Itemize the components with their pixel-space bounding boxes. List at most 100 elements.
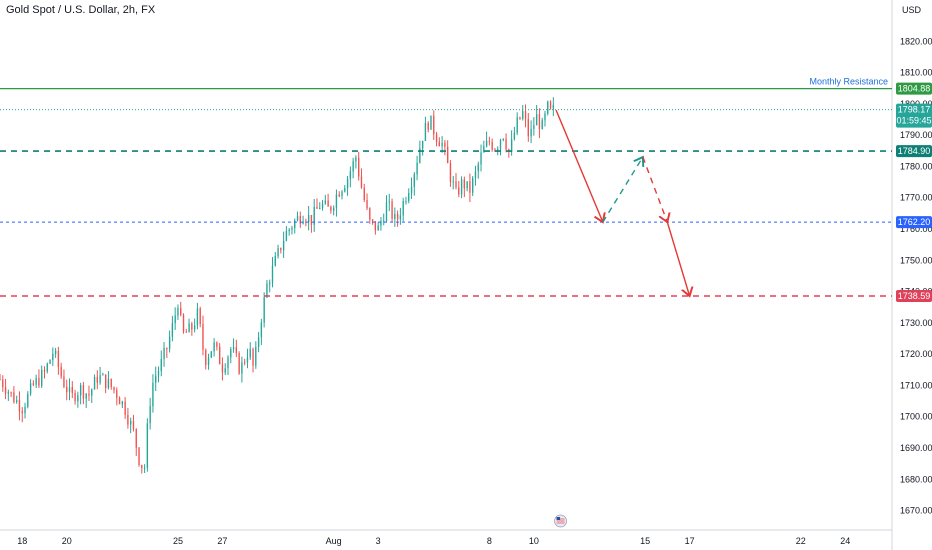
candle-body: [141, 464, 143, 468]
candle-body: [180, 307, 182, 315]
y-tick-label: 1730.00: [900, 318, 932, 328]
candle-body: [15, 400, 18, 403]
candle-body: [410, 186, 413, 194]
candle-body: [216, 342, 218, 347]
flag-canton: [556, 517, 561, 520]
candle-body: [313, 207, 315, 225]
candle-body: [483, 146, 485, 153]
candle-body: [210, 351, 213, 358]
candle-body: [238, 353, 240, 374]
candle-body: [166, 348, 168, 350]
candle-body: [491, 141, 493, 150]
candle-body: [435, 134, 438, 142]
candle-body: [91, 389, 93, 396]
x-tick-label: 17: [685, 536, 695, 546]
candle-body: [519, 117, 521, 119]
candle-body: [138, 447, 140, 465]
candle-body: [174, 315, 176, 324]
candle-body: [516, 117, 518, 133]
candle-body: [330, 206, 332, 211]
candle-body: [24, 406, 26, 414]
y-tick-label: 1820.00: [900, 36, 932, 46]
candle-body: [338, 194, 340, 197]
candle-body: [155, 375, 157, 383]
candle-body: [396, 214, 399, 220]
price-badge-1784-90: [896, 145, 932, 158]
price-badge-text: 1762.20: [898, 217, 931, 227]
candle-body: [129, 420, 132, 425]
candle-body: [419, 148, 421, 163]
candle-body: [552, 104, 555, 109]
candle-body: [163, 348, 165, 360]
candle-body: [27, 393, 29, 407]
candle-body: [205, 349, 207, 365]
candle-body: [327, 200, 329, 207]
candle-body: [246, 357, 249, 363]
candle-body: [193, 325, 196, 330]
candle-body: [271, 265, 274, 284]
candle-body: [485, 140, 488, 147]
candle-body: [21, 411, 23, 414]
candle-body: [522, 111, 524, 119]
candle-body: [149, 406, 151, 424]
candle-body: [371, 219, 374, 222]
candle-body: [391, 201, 393, 219]
candle-body: [280, 247, 282, 251]
candle-body: [285, 231, 288, 241]
candle-body: [321, 203, 324, 208]
candle-body: [505, 138, 507, 150]
candle-body: [360, 176, 363, 188]
candle-body: [218, 346, 221, 365]
candle-body: [255, 346, 257, 366]
candle-body: [185, 331, 187, 333]
candle-body: [346, 178, 349, 189]
candle-body: [46, 363, 48, 372]
candle-body: [488, 140, 491, 142]
chart-title: Gold Spot / U.S. Dollar, 2h, FX: [6, 4, 156, 16]
candle-body: [355, 157, 357, 162]
candle-body: [416, 162, 418, 175]
candle-body: [199, 308, 201, 324]
x-tick-label: 18: [17, 536, 27, 546]
candle-body: [374, 221, 377, 231]
candle-body: [266, 283, 268, 298]
candle-body: [413, 174, 415, 187]
candle-body: [463, 179, 466, 189]
candle-body: [535, 114, 538, 126]
candle-body: [41, 370, 43, 386]
candle-body: [32, 383, 35, 385]
candle-body: [66, 386, 68, 393]
candle-body: [207, 357, 210, 365]
x-tick-label: 25: [173, 536, 183, 546]
candle-body: [71, 387, 73, 393]
candle-body: [510, 139, 513, 152]
candle-body: [152, 382, 154, 407]
x-tick-label: 27: [217, 536, 227, 546]
candle-body: [118, 397, 121, 405]
candle-body: [102, 374, 104, 376]
candle-body: [7, 392, 10, 394]
candle-body: [146, 423, 149, 468]
projection-arrow-down-1: [555, 109, 603, 222]
candle-body: [460, 179, 463, 195]
x-tick-label: Aug: [326, 536, 342, 546]
currency-label: USD: [902, 5, 922, 15]
projection-arrow-up: [602, 157, 643, 223]
candle-body: [177, 307, 179, 316]
candle-body: [513, 132, 516, 140]
candle-body: [358, 157, 360, 177]
candle-body: [35, 378, 37, 385]
candle-body: [307, 215, 310, 223]
candle-body: [93, 376, 96, 390]
y-tick-label: 1680.00: [900, 474, 932, 484]
candle-body: [38, 378, 40, 386]
candle-body: [446, 146, 449, 164]
candle-body: [274, 256, 276, 266]
candle-body: [18, 400, 21, 412]
y-tick-label: 1720.00: [900, 349, 932, 359]
price-badge-text: 1784.90: [898, 146, 931, 156]
candle-body: [243, 362, 246, 364]
candle-body: [263, 297, 265, 323]
candle-body: [85, 393, 87, 399]
